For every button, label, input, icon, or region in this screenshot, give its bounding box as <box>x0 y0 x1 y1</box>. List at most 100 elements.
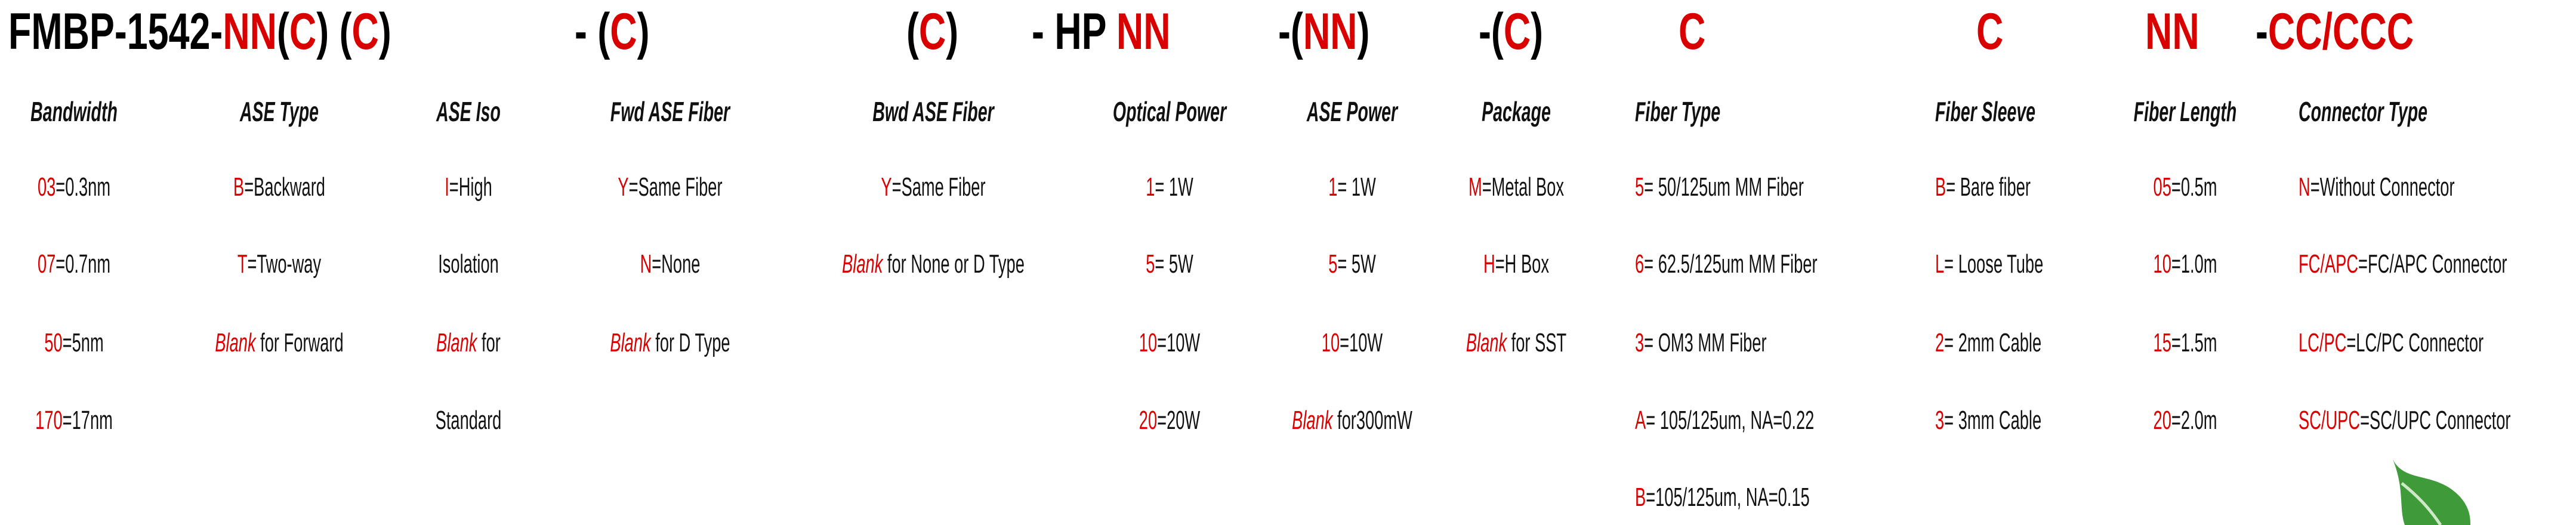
option-description: = 3mm Cable <box>1944 406 2042 435</box>
title-part: C <box>1679 3 1706 60</box>
option-code: 5 <box>1328 249 1338 279</box>
option-description: Standard <box>435 406 502 435</box>
option-code: 3 <box>1935 406 1945 435</box>
option-description: = Loose Tube <box>1944 249 2044 279</box>
column-header: ASE Type <box>239 96 319 127</box>
option-item: Isolation <box>438 249 499 279</box>
option-item: Y=Same Fiber <box>881 172 985 202</box>
option-code: 5 <box>1146 249 1155 279</box>
title-segment: - HP NN <box>1032 5 1171 58</box>
leaf-icon <box>2393 459 2470 525</box>
option-code: 05 <box>2153 172 2171 202</box>
title-part: - HP <box>1032 3 1116 60</box>
title-segment: -CC/CCC <box>2256 5 2414 58</box>
option-description: =Backward <box>244 172 325 202</box>
option-code: 10 <box>2153 249 2171 279</box>
title-part: ( <box>906 3 919 60</box>
option-code: 15 <box>2153 328 2171 357</box>
column-header: Connector Type <box>2299 96 2428 127</box>
option-item: I=High <box>445 172 492 202</box>
option-code: 50 <box>44 328 63 357</box>
title-part: C <box>610 3 637 60</box>
title-part: - ( <box>575 3 610 60</box>
title-part: ) <box>637 3 650 60</box>
title-segment: NN <box>2145 5 2199 58</box>
title-part: FMBP-1542- <box>8 3 223 60</box>
option-item: Blank for300mW <box>1292 406 1412 436</box>
option-item: L= Loose Tube <box>1935 249 2043 279</box>
option-code: Blank <box>842 249 883 279</box>
option-code: Blank <box>1466 328 1507 357</box>
option-description: for300mW <box>1332 406 1412 435</box>
option-description: =0.7nm <box>55 249 111 279</box>
option-item: A= 105/125um, NA=0.22 <box>1635 406 1814 436</box>
option-description: =20W <box>1157 406 1201 435</box>
title-segment: -(C) <box>1479 5 1543 58</box>
option-description: = 2mm Cable <box>1944 328 2042 357</box>
option-description: =10W <box>1157 328 1201 357</box>
option-description: =High <box>449 172 492 202</box>
column-header: Bwd ASE Fiber <box>872 96 994 127</box>
option-item: N=Without Connector <box>2299 172 2455 202</box>
option-item: Standard <box>436 406 502 436</box>
title-part: CC/CCC <box>2268 3 2414 60</box>
option-code: Blank <box>1292 406 1333 435</box>
option-code: L <box>1935 249 1945 279</box>
option-description: for SST <box>1507 328 1567 357</box>
title-part: NN <box>223 3 277 60</box>
option-description: = 62.5/125um MM Fiber <box>1644 249 1818 279</box>
column-header: Optical Power <box>1112 96 1227 127</box>
option-item: 3= OM3 MM Fiber <box>1635 328 1767 358</box>
option-item: Blank for Forward <box>215 328 343 358</box>
option-item: 03=0.3nm <box>38 172 110 202</box>
title-part: ) <box>378 3 391 60</box>
option-item: Blank for SST <box>1466 328 1566 358</box>
option-description: = Bare fiber <box>1946 172 2031 202</box>
option-description: =Two-way <box>247 249 322 279</box>
option-description: =0.3nm <box>55 172 111 202</box>
option-description: = 5W <box>1337 249 1376 279</box>
title-part: C <box>289 3 317 60</box>
option-description: =0.5m <box>2171 172 2217 202</box>
option-item: 50=5nm <box>44 328 103 358</box>
title-part: ( <box>277 3 289 60</box>
title-part: ) <box>1357 3 1370 60</box>
option-item: 15=1.5m <box>2154 328 2217 358</box>
option-code: Blank <box>610 328 651 357</box>
title-part: NN <box>2145 3 2199 60</box>
option-code: 6 <box>1635 249 1645 279</box>
option-item: 3= 3mm Cable <box>1935 406 2041 436</box>
option-description: = 1W <box>1337 172 1376 202</box>
option-item: 05=0.5m <box>2154 172 2217 202</box>
option-description: =10W <box>1340 328 1383 357</box>
option-description: =17nm <box>62 406 113 435</box>
option-item: 2= 2mm Cable <box>1935 328 2041 358</box>
title-part: C <box>1976 3 2004 60</box>
option-item: 6= 62.5/125um MM Fiber <box>1635 249 1818 279</box>
option-description: = 1W <box>1155 172 1193 202</box>
option-description: =2.0m <box>2171 406 2217 435</box>
title-part: -( <box>1278 3 1303 60</box>
title-segment: (C) <box>906 5 958 58</box>
title-part: C <box>918 3 946 60</box>
option-item: 10=10W <box>1139 328 1200 358</box>
option-code: B <box>233 172 245 202</box>
option-description: for D Type <box>650 328 730 357</box>
option-description: =FC/APC Connector <box>2358 249 2507 279</box>
title-part: -( <box>1479 3 1504 60</box>
option-description: Isolation <box>438 249 499 279</box>
option-code: LC/PC <box>2299 328 2347 357</box>
option-code: 20 <box>2153 406 2171 435</box>
option-code: FC/APC <box>2299 249 2359 279</box>
option-item: Y=Same Fiber <box>618 172 722 202</box>
option-item: 1= 1W <box>1328 172 1376 202</box>
option-code: 1 <box>1146 172 1155 202</box>
option-code: H <box>1483 249 1495 279</box>
option-code: T <box>237 249 248 279</box>
title-segment: -(NN) <box>1278 5 1369 58</box>
option-code: N <box>2299 172 2310 202</box>
option-item: Blank for <box>436 328 501 358</box>
option-description: for Forward <box>255 328 344 357</box>
title-part: C <box>1503 3 1531 60</box>
title-part: ) <box>1531 3 1544 60</box>
